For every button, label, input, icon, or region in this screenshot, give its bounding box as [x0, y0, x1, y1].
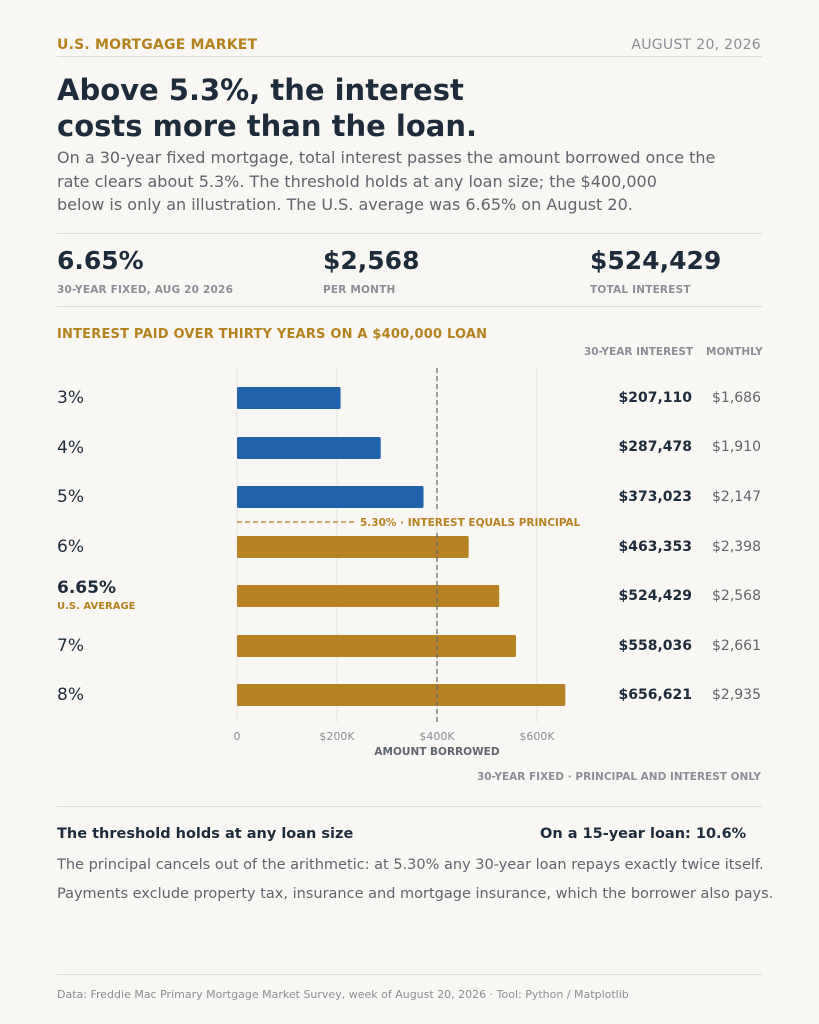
x-tick-label-3: $600K	[519, 730, 555, 743]
headline-line-2: costs more than the loan.	[57, 109, 477, 143]
chart-footnote: 30-YEAR FIXED · PRINCIPAL AND INTEREST O…	[476, 771, 761, 783]
dek-paragraph: On a 30-year fixed mortgage, total inter…	[57, 146, 757, 217]
source-divider	[57, 974, 762, 975]
x-tick-label-0: 0	[234, 730, 241, 743]
header-divider	[57, 56, 762, 57]
bar-7pct	[237, 635, 517, 657]
stats-bottom-divider	[57, 306, 762, 307]
stat-rate-value: 6.65%	[57, 246, 144, 275]
interest-value-7: $558,036	[618, 638, 692, 654]
stat-interest-value: $524,429	[590, 246, 722, 275]
monthly-value-5: $2,147	[712, 489, 761, 505]
rate-label-6: 6%	[57, 537, 84, 557]
monthly-value-8: $2,935	[712, 687, 761, 703]
stat-interest-label: TOTAL INTEREST	[590, 284, 691, 296]
threshold-label: 5.30% · INTEREST EQUALS PRINCIPAL	[360, 517, 581, 529]
monthly-value-6: $2,398	[712, 539, 761, 555]
monthly-value-3: $1,686	[712, 390, 761, 406]
dek-line-3: below is only an illustration. The U.S. …	[57, 195, 633, 214]
chart-title: INTEREST PAID OVER THIRTY YEARS ON A $40…	[57, 327, 488, 342]
publish-date: AUGUST 20, 2026	[631, 37, 761, 53]
stats-top-divider	[57, 233, 762, 234]
rate-label-4: 4%	[57, 438, 84, 458]
dek-line-1: On a 30-year fixed mortgage, total inter…	[57, 148, 716, 167]
stat-payment-label: PER MONTH	[323, 284, 396, 296]
bar-6-65pct	[237, 585, 500, 607]
dek-line-2: rate clears about 5.3%. The threshold ho…	[57, 171, 657, 191]
monthly-value-4: $1,910	[712, 439, 761, 455]
explanation-line-1: The principal cancels out of the arithme…	[57, 857, 764, 873]
bottom-divider	[57, 806, 762, 807]
stat-rate-label: 30-YEAR FIXED, AUG 20 2026	[57, 284, 234, 296]
col-header-interest: 30-YEAR INTEREST	[584, 346, 694, 358]
source-note: Data: Freddie Mac Primary Mortgage Marke…	[57, 988, 629, 1001]
headline-line-1: Above 5.3%, the interest	[57, 73, 464, 107]
rate-label-average-sub: U.S. AVERAGE	[57, 601, 136, 612]
bar-6pct	[237, 536, 469, 558]
x-tick-label-1: $200K	[319, 730, 355, 743]
interest-value-5: $373,023	[618, 489, 692, 505]
col-header-monthly: MONTHLY	[706, 346, 763, 358]
x-tick-label-2: $400K	[419, 730, 455, 743]
interest-value-8: $656,621	[618, 687, 692, 703]
bar-5pct	[237, 486, 424, 508]
reference-line-label: AMOUNT BORROWED	[374, 746, 499, 758]
interest-bar-chart: 5.30% · INTEREST EQUALS PRINCIPAL 0 $200K $…	[234, 368, 581, 758]
rate-label-average: 6.65%	[57, 578, 116, 598]
threshold-heading: The threshold holds at any loan size	[57, 826, 354, 842]
explanation-line-2: Payments exclude property tax, insurance…	[57, 886, 774, 902]
monthly-value-average: $2,568	[712, 588, 761, 604]
rate-label-7: 7%	[57, 636, 84, 656]
interest-value-3: $207,110	[618, 390, 692, 406]
rate-label-5: 5%	[57, 487, 84, 507]
section-kicker: U.S. MORTGAGE MARKET	[57, 37, 258, 53]
rate-label-3: 3%	[57, 388, 84, 408]
monthly-value-7: $2,661	[712, 638, 761, 654]
bar-3pct	[237, 387, 341, 409]
interest-value-4: $287,478	[618, 439, 692, 455]
bar-8pct	[237, 684, 566, 706]
fifteen-year-heading: On a 15-year loan: 10.6%	[540, 826, 747, 842]
rate-label-8: 8%	[57, 685, 84, 705]
bar-4pct	[237, 437, 381, 459]
interest-value-average: $524,429	[618, 588, 692, 604]
interest-value-6: $463,353	[618, 539, 692, 555]
page-title: Above 5.3%, the interest costs more than…	[57, 72, 757, 144]
stat-payment-value: $2,568	[323, 246, 420, 275]
